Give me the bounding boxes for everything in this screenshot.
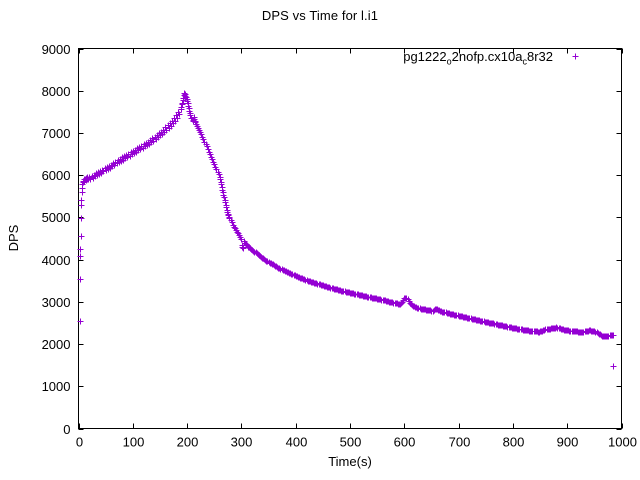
x-tick-label: 0 [76,435,83,450]
y-axis-label: DPS [6,224,21,251]
y-tick-labels: 0 1000 2000 3000 4000 5000 6000 7000 8000 9000 [42,42,71,437]
x-tick-label: 1000 [608,435,637,450]
data-points-group [77,90,617,370]
x-axis-label: Time(s) [328,454,372,469]
x-tick-label: 100 [123,435,145,450]
axis-ticks-group [78,48,623,430]
x-tick-label: 600 [394,435,416,450]
x-tick-label: 400 [286,435,308,450]
legend-marker [572,53,579,60]
y-tick-label: 6000 [42,168,71,183]
x-tick-label: 300 [231,435,253,450]
y-tick-label: 5000 [42,210,71,225]
y-tick-label: 2000 [42,337,71,352]
y-tick-label: 0 [63,422,70,437]
y-tick-label: 9000 [42,42,71,57]
y-tick-label: 7000 [42,126,71,141]
chart-legend: pg1222o2nofp.cx10ac8r32 [403,49,579,67]
x-tick-labels: 0 100 200 300 400 500 600 700 800 900 1000 [76,435,637,450]
y-tick-label: 3000 [42,295,71,310]
x-tick-label: 200 [177,435,199,450]
y-tick-label: 8000 [42,84,71,99]
x-tick-label: 500 [340,435,362,450]
plot-frame [78,48,622,429]
y-tick-label: 4000 [42,253,71,268]
y-tick-label: 1000 [42,379,71,394]
series-points [77,90,617,370]
x-tick-label: 900 [557,435,579,450]
x-tick-label: 800 [503,435,525,450]
page-title: DPS vs Time for l.i1 [261,8,379,23]
legend-label: pg1222o2nofp.cx10ac8r32 [403,49,553,67]
x-tick-label: 700 [449,435,471,450]
